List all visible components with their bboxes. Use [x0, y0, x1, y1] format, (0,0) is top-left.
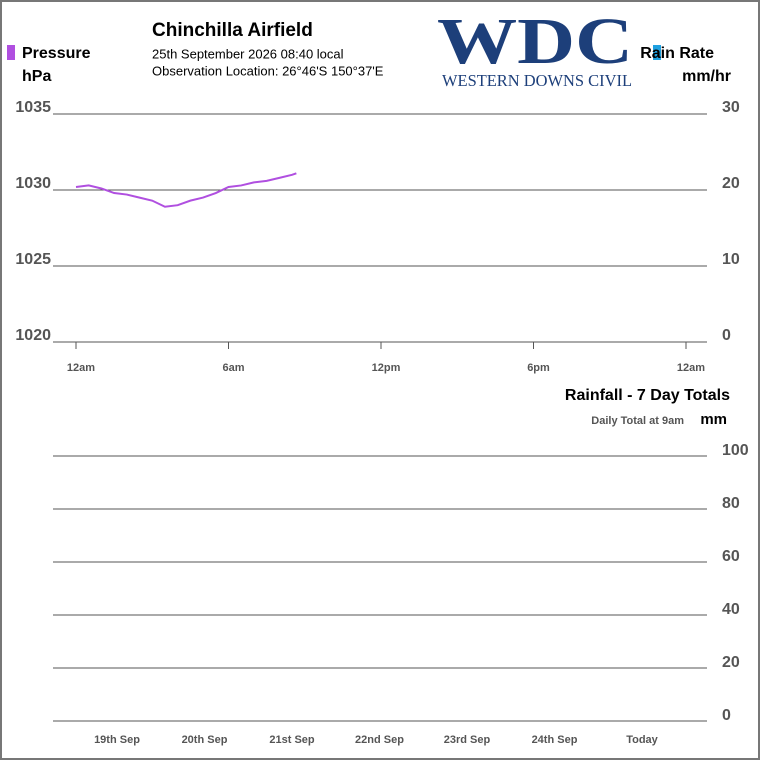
title: Chinchilla Airfield — [152, 20, 313, 41]
rain-title: Rainfall - 7 Day Totals — [565, 387, 730, 404]
y2-tick-label: 10 — [722, 251, 740, 268]
y2-tick-label: 30 — [722, 99, 740, 116]
subtitle: Observation Location: 26°46'S 150°37'E — [152, 63, 384, 78]
legend-swatch — [653, 45, 661, 60]
x-tick-label: 12am — [67, 362, 95, 374]
y-tick-label: 100 — [722, 442, 749, 459]
legend-swatch — [7, 45, 15, 60]
legend-label: Rain Rate — [640, 45, 714, 62]
series-line — [75, 172, 297, 208]
y-tick-label: 20 — [722, 654, 740, 671]
y-tick-label: 80 — [722, 495, 740, 512]
y-tick-label: 1025 — [15, 251, 51, 268]
rain-subtitle: Daily Total at 9am — [591, 415, 684, 427]
x-tick-label: 12am — [677, 362, 705, 374]
x-tick-label: 24th Sep — [532, 734, 578, 746]
x-tick-label: 21st Sep — [269, 734, 315, 746]
y-axis-label: mm — [700, 411, 727, 428]
y-tick-label: 0 — [722, 707, 731, 724]
x-tick-label: 12pm — [372, 362, 401, 374]
x-tick-label: 6am — [222, 362, 244, 374]
x-tick-label: 19th Sep — [94, 734, 140, 746]
logo: WDC — [437, 5, 633, 78]
y2-tick-label: 0 — [722, 327, 731, 344]
y2-tick-label: 20 — [722, 175, 740, 192]
subtitle: 25th September 2026 08:40 local — [152, 46, 344, 61]
x-tick-label: Today — [626, 734, 658, 746]
x-tick-label: 23rd Sep — [444, 734, 491, 746]
logo-subtitle: WESTERN DOWNS CIVIL — [442, 71, 632, 90]
y-tick-label: 1020 — [15, 327, 51, 344]
legend-label: Pressure — [22, 45, 91, 62]
x-tick-label: 20th Sep — [182, 734, 228, 746]
y-tick-label: 40 — [722, 601, 740, 618]
legend-unit: hPa — [22, 68, 51, 85]
y-tick-label: 1035 — [15, 99, 51, 116]
y-tick-label: 60 — [722, 548, 740, 565]
legend-unit: mm/hr — [682, 68, 731, 85]
x-tick-label: 22nd Sep — [355, 734, 404, 746]
y-tick-label: 1030 — [15, 175, 51, 192]
x-tick-label: 6pm — [527, 362, 550, 374]
